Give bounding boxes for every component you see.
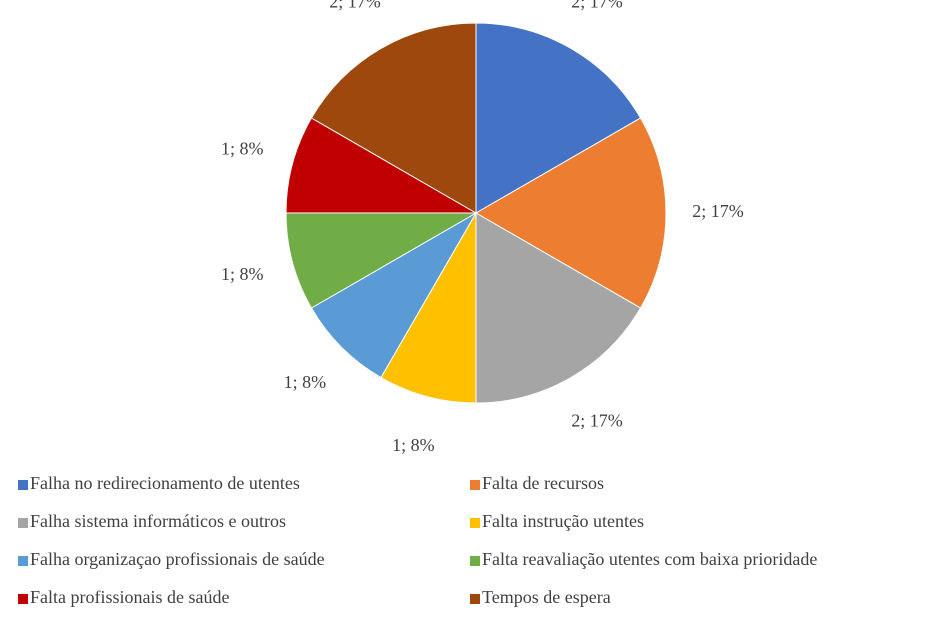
pie-slice bbox=[380, 211, 477, 404]
legend-label: Tempos de espera bbox=[482, 587, 611, 607]
legend-label: Falta profissionais de saúde bbox=[30, 587, 229, 607]
data-label: 2; 17% bbox=[571, 411, 623, 431]
data-label: 1; 8% bbox=[284, 372, 327, 392]
legend-label: Falta instrução utentes bbox=[482, 511, 644, 531]
pie-slice bbox=[285, 212, 478, 309]
legend-swatch bbox=[470, 518, 480, 528]
legend-label: Falha no redirecionamento de utentes bbox=[30, 473, 300, 493]
legend-label: Falha organizaçao profissionais de saúde bbox=[30, 549, 325, 569]
data-label: 2; 17% bbox=[329, 0, 381, 12]
pie-slice bbox=[475, 22, 642, 214]
legend-label: Falha sistema informáticos e outros bbox=[30, 511, 286, 531]
legend-swatch bbox=[18, 556, 28, 566]
legend-swatch bbox=[18, 594, 28, 604]
pie-slice bbox=[474, 117, 667, 309]
legend-swatch bbox=[18, 518, 28, 528]
pie-slice bbox=[310, 211, 478, 379]
pie-slice bbox=[310, 22, 477, 214]
data-label: 2; 17% bbox=[692, 201, 744, 221]
data-label: 1; 8% bbox=[221, 138, 264, 158]
legend-swatch bbox=[470, 556, 480, 566]
legend-label: Falta de recursos bbox=[482, 473, 604, 493]
legend-swatch bbox=[18, 480, 28, 490]
legend-swatch bbox=[470, 480, 480, 490]
legend-swatch bbox=[470, 594, 480, 604]
data-label: 2; 17% bbox=[571, 0, 623, 12]
pie-slice bbox=[285, 117, 478, 214]
data-label: 1; 8% bbox=[392, 435, 435, 455]
legend-label: Falta reavaliação utentes com baixa prio… bbox=[482, 549, 817, 569]
data-label: 1; 8% bbox=[221, 264, 264, 284]
pie-slice bbox=[475, 212, 642, 404]
